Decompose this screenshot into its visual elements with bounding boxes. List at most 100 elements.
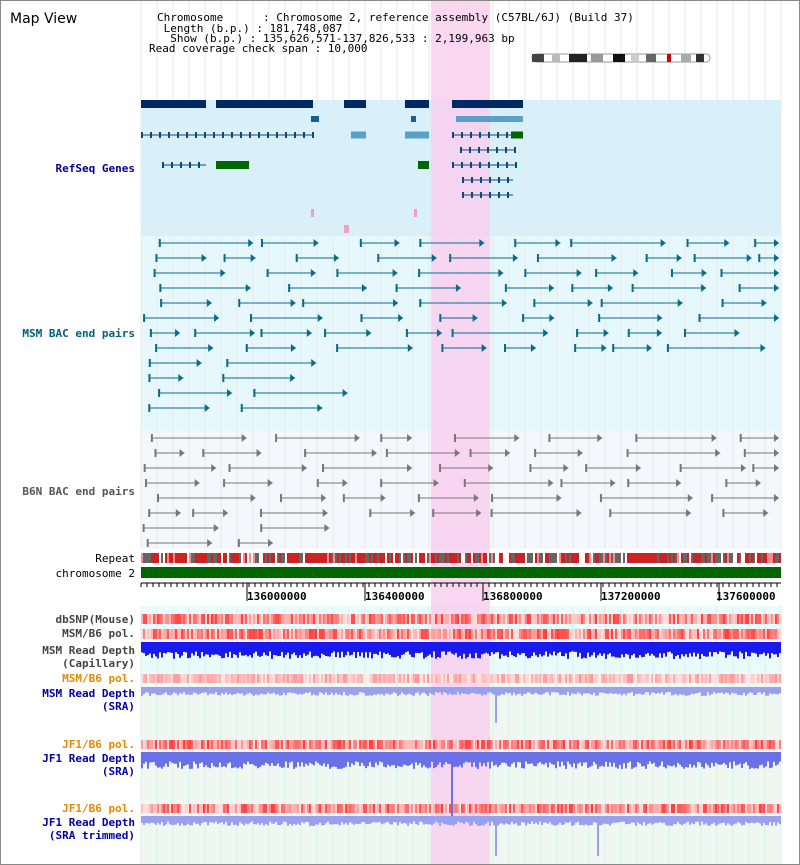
read-depth-bar xyxy=(159,816,161,825)
polymorphism-mark xyxy=(459,804,461,813)
axis-tick-label: 136000000 xyxy=(247,590,307,603)
polymorphism-mark xyxy=(243,674,245,683)
polymorphism-mark xyxy=(491,629,493,639)
b6n-bac-pair xyxy=(223,509,229,517)
read-depth-bar xyxy=(187,752,189,765)
polymorphism-mark xyxy=(483,674,485,683)
polymorphism-mark xyxy=(699,614,701,624)
read-depth-bar xyxy=(503,816,505,825)
read-depth-bar xyxy=(295,642,297,656)
read-depth-bar xyxy=(263,687,265,695)
polymorphism-mark xyxy=(197,629,199,639)
polymorphism-mark xyxy=(173,804,175,813)
read-depth-bar xyxy=(225,816,227,823)
read-depth-bar xyxy=(519,816,521,826)
read-depth-bar xyxy=(479,642,481,659)
polymorphism-mark xyxy=(253,629,255,639)
read-depth-bar xyxy=(245,642,247,655)
refseq-exon xyxy=(460,147,462,153)
repeat-mark xyxy=(243,553,245,563)
polymorphism-mark xyxy=(471,674,473,683)
read-depth-bar xyxy=(397,687,399,696)
read-depth-bar xyxy=(553,752,555,765)
msm-bac-pair xyxy=(479,239,485,247)
read-depth-bar xyxy=(241,687,243,694)
polymorphism-mark xyxy=(543,740,545,749)
polymorphism-mark xyxy=(719,804,721,813)
read-depth-bar xyxy=(553,687,555,693)
polymorphism-mark xyxy=(599,614,601,624)
read-depth-bar xyxy=(399,687,401,695)
polymorphism-mark xyxy=(285,804,287,813)
read-depth-bar xyxy=(167,642,169,653)
polymorphism-mark xyxy=(335,629,337,639)
read-depth-bar xyxy=(343,816,345,825)
b6n-bac-pair xyxy=(627,479,630,487)
polymorphism-mark xyxy=(515,629,517,639)
polymorphism-mark xyxy=(433,674,435,683)
read-depth-bar xyxy=(183,752,185,767)
read-depth-bar xyxy=(259,816,261,825)
polymorphism-mark xyxy=(771,674,773,683)
polymorphism-mark xyxy=(295,804,297,813)
msm-bac-pair xyxy=(148,374,151,382)
polymorphism-mark xyxy=(513,674,515,683)
read-depth-bar xyxy=(753,752,755,769)
repeat-mark xyxy=(381,553,383,563)
polymorphism-mark xyxy=(481,674,483,683)
polymorphism-mark xyxy=(357,614,359,624)
read-depth-bar xyxy=(699,816,701,826)
polymorphism-mark xyxy=(149,614,151,624)
repeat-mark xyxy=(329,553,331,563)
polymorphism-mark xyxy=(533,614,535,624)
polymorphism-mark xyxy=(281,740,283,749)
read-depth-bar xyxy=(191,816,193,826)
b6n-bac-pair xyxy=(354,434,360,442)
read-depth-bar xyxy=(349,687,351,695)
polymorphism-mark xyxy=(579,629,581,639)
repeat-mark xyxy=(363,553,365,563)
polymorphism-mark xyxy=(481,740,483,749)
read-depth-bar xyxy=(341,642,343,652)
polymorphism-mark xyxy=(603,629,605,639)
polymorphism-mark xyxy=(209,674,211,683)
polymorphism-mark xyxy=(303,674,305,683)
read-depth-bar xyxy=(643,642,645,657)
polymorphism-mark xyxy=(381,629,383,639)
polymorphism-mark xyxy=(323,804,325,813)
polymorphism-mark xyxy=(517,674,519,683)
polymorphism-mark xyxy=(747,629,749,639)
read-depth-bar xyxy=(673,752,675,766)
polymorphism-mark xyxy=(211,674,213,683)
b6n-bac-pair xyxy=(407,434,413,442)
polymorphism-mark xyxy=(267,804,269,813)
polymorphism-mark xyxy=(361,740,363,749)
polymorphism-mark xyxy=(673,804,675,813)
polymorphism-mark xyxy=(309,614,311,624)
b6n-bac-pair xyxy=(256,449,262,457)
polymorphism-mark xyxy=(193,614,195,624)
polymorphism-mark xyxy=(537,614,539,624)
read-depth-bar xyxy=(323,816,325,826)
read-depth-bar xyxy=(699,642,701,659)
track-label-jf1-b6-pol-2: JF1/B6 pol. xyxy=(62,802,135,815)
read-depth-bar xyxy=(701,687,703,696)
read-depth-bar xyxy=(289,752,291,763)
repeat-mark xyxy=(641,553,643,563)
read-depth-bar xyxy=(157,687,159,696)
refseq-exon xyxy=(489,177,491,183)
read-depth-bar xyxy=(527,752,529,764)
read-depth-bar xyxy=(389,752,391,767)
polymorphism-mark xyxy=(399,740,401,749)
polymorphism-mark xyxy=(179,804,181,813)
polymorphism-mark xyxy=(681,629,683,639)
polymorphism-mark xyxy=(321,804,323,813)
polymorphism-mark xyxy=(333,629,335,639)
read-depth-bar xyxy=(271,642,273,659)
repeat-mark xyxy=(405,553,407,563)
read-depth-bar xyxy=(485,642,487,653)
read-depth-bar xyxy=(197,642,199,657)
polymorphism-mark xyxy=(687,629,689,639)
polymorphism-mark xyxy=(529,629,531,639)
